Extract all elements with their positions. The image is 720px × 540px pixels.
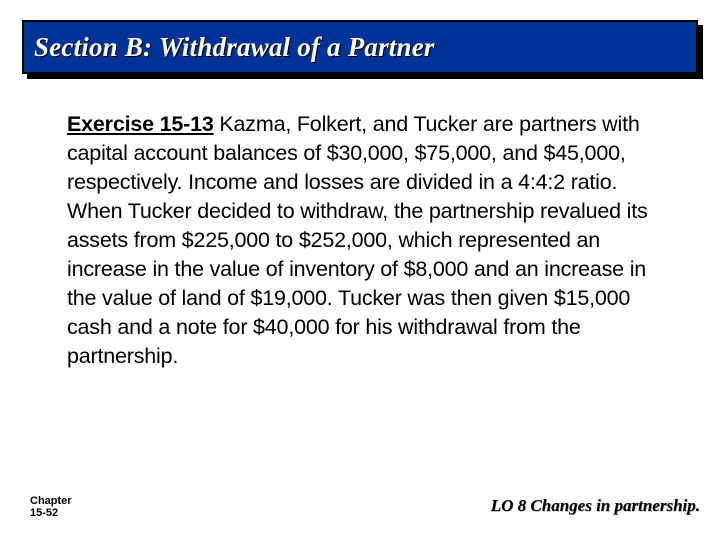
section-title: Section B: Withdrawal of a Partner [34,32,435,63]
exercise-label: Exercise 15-13 [67,112,214,136]
body-paragraph: Exercise 15-13 Kazma, Folkert, and Tucke… [67,110,667,371]
slide: Section B: Withdrawal of a Partner Exerc… [0,0,720,540]
title-front: Section B: Withdrawal of a Partner [22,20,698,74]
title-bar: Section B: Withdrawal of a Partner [22,20,698,74]
body-text: Kazma, Folkert, and Tucker are partners … [67,112,648,368]
footer-left: Chapter 15-52 [30,495,72,520]
footer-chapter-label: Chapter [30,495,72,507]
footer-right: LO 8 Changes in partnership. [491,496,700,516]
footer-chapter-number: 15-52 [30,507,58,519]
